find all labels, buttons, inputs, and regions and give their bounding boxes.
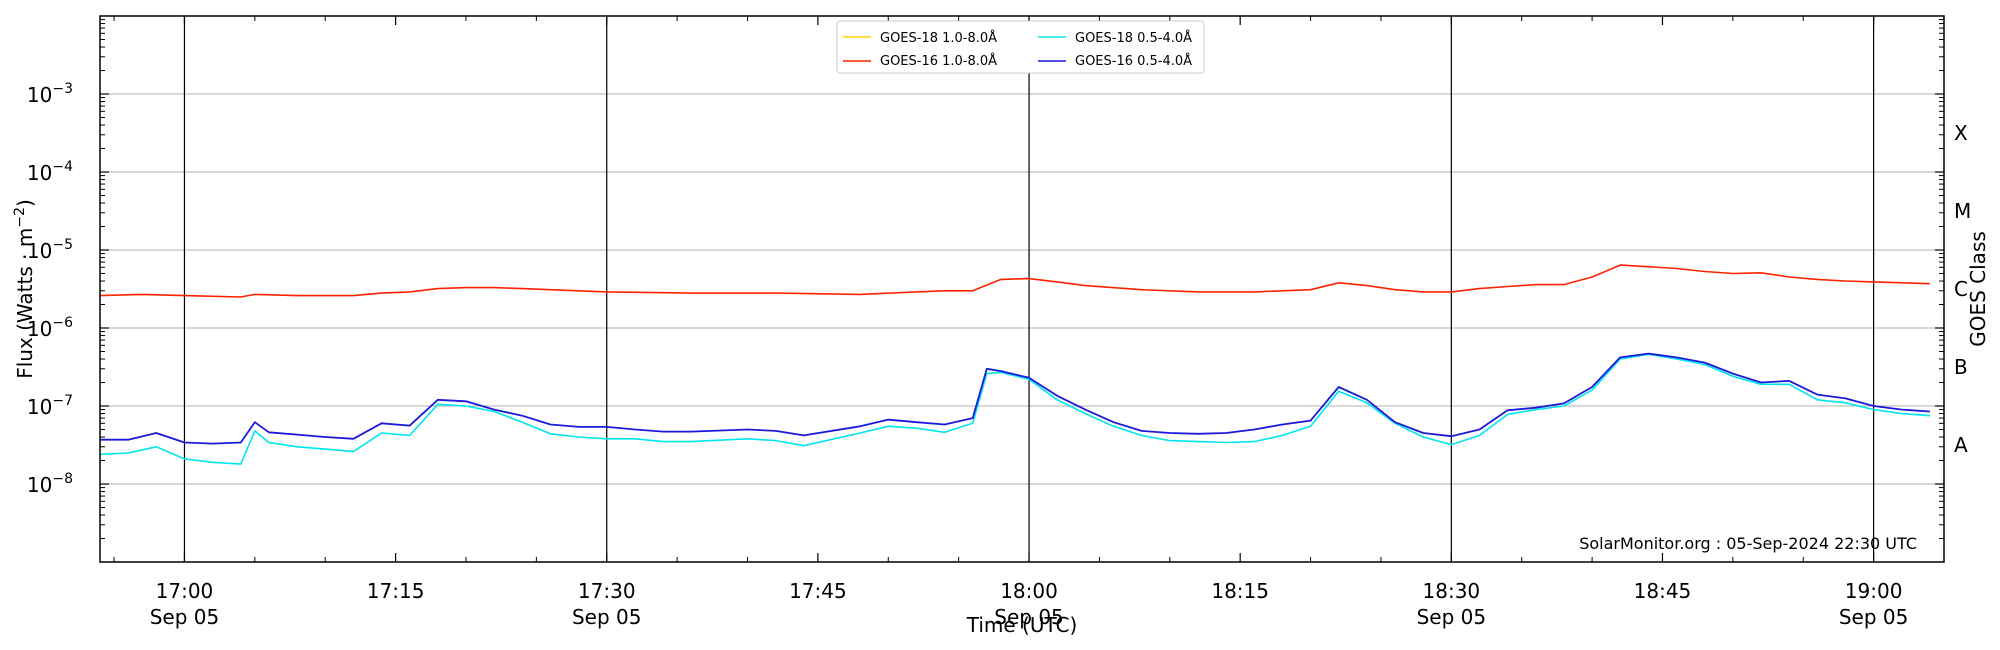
x-tick-date-label: Sep 05	[1417, 605, 1487, 629]
x-tick-time-label: 19:00	[1845, 579, 1903, 603]
goes-class-label: X	[1954, 121, 1968, 145]
x-tick-date-label: Sep 05	[994, 605, 1064, 629]
y-tick-label-exponent: −5	[52, 237, 73, 253]
y-tick-label: 10−4	[27, 159, 73, 185]
y-tick-label: 10−8	[27, 471, 73, 497]
x-tick-time-label: 18:30	[1423, 579, 1481, 603]
y-tick-label: 10−7	[27, 393, 73, 419]
y-axis-title: Flux (Watts · m−2)	[12, 199, 37, 379]
x-tick-time-label: 18:45	[1634, 579, 1692, 603]
y-tick-label-base: 10	[27, 317, 52, 341]
x-tick-time-label: 18:15	[1211, 579, 1269, 603]
legend-box	[836, 20, 1205, 74]
y-tick-label: 10−3	[27, 81, 73, 107]
x-axis-title: Time (UTC)	[966, 613, 1078, 637]
series-layer	[99, 264, 1930, 465]
x-tick-date-label: Sep 05	[1839, 605, 1909, 629]
legend-label-goes16-short: GOES-16 0.5-4.0Å	[1075, 53, 1192, 69]
goes-class-label: B	[1954, 355, 1968, 379]
goes-class-axis-title: GOES Class	[1966, 231, 1990, 347]
legend-label-goes18-short: GOES-18 0.5-4.0Å	[1075, 30, 1192, 46]
x-tick-date-label: Sep 05	[150, 605, 220, 629]
x-tick-time-label: 17:15	[367, 579, 425, 603]
y-axis-title-exponent: −2	[12, 207, 28, 228]
legend-label-goes16-long: GOES-16 1.0-8.0Å	[880, 53, 997, 69]
y-tick-label-base: 10	[27, 395, 52, 419]
y-tick-label-exponent: −8	[52, 471, 73, 487]
y-tick-label-exponent: −7	[52, 393, 73, 409]
plot-frame	[99, 15, 1945, 563]
legend: GOES-18 1.0-8.0Å GOES-16 1.0-8.0Å GOES-1…	[836, 20, 1205, 74]
y-axis-title-close: )	[13, 199, 37, 207]
y-tick-label-base: 10	[27, 473, 52, 497]
y-tick-label-exponent: −4	[52, 159, 73, 175]
y-axis-title-main: Flux (Watts · m	[13, 228, 37, 379]
grid-layer	[100, 16, 1944, 562]
credit-text: SolarMonitor.org : 05-Sep-2024 22:30 UTC	[1579, 534, 1917, 553]
x-tick-date-label: Sep 05	[572, 605, 642, 629]
x-tick-time-label: 17:45	[789, 579, 847, 603]
x-tick-time-label: 18:00	[1000, 579, 1058, 603]
goes-class-label: C	[1954, 277, 1968, 301]
y-tick-label-exponent: −6	[52, 315, 73, 331]
y-tick-label-base: 10	[27, 161, 52, 185]
x-tick-time-label: 17:30	[578, 579, 636, 603]
y-tick-label: 10−6	[27, 315, 73, 341]
series-line-1	[99, 264, 1930, 298]
x-tick-time-label: 17:00	[156, 579, 214, 603]
goes-class-label: A	[1954, 433, 1968, 457]
series-line-2	[99, 353, 1930, 465]
y-tick-label-base: 10	[27, 83, 52, 107]
y-tick-label-exponent: −3	[52, 81, 73, 97]
y-tick-label: 10−5	[27, 237, 73, 263]
goes-class-label: M	[1954, 199, 1971, 223]
series-line-3	[100, 352, 1930, 445]
y-tick-label-base: 10	[27, 239, 52, 263]
legend-label-goes18-long: GOES-18 1.0-8.0Å	[880, 30, 997, 46]
